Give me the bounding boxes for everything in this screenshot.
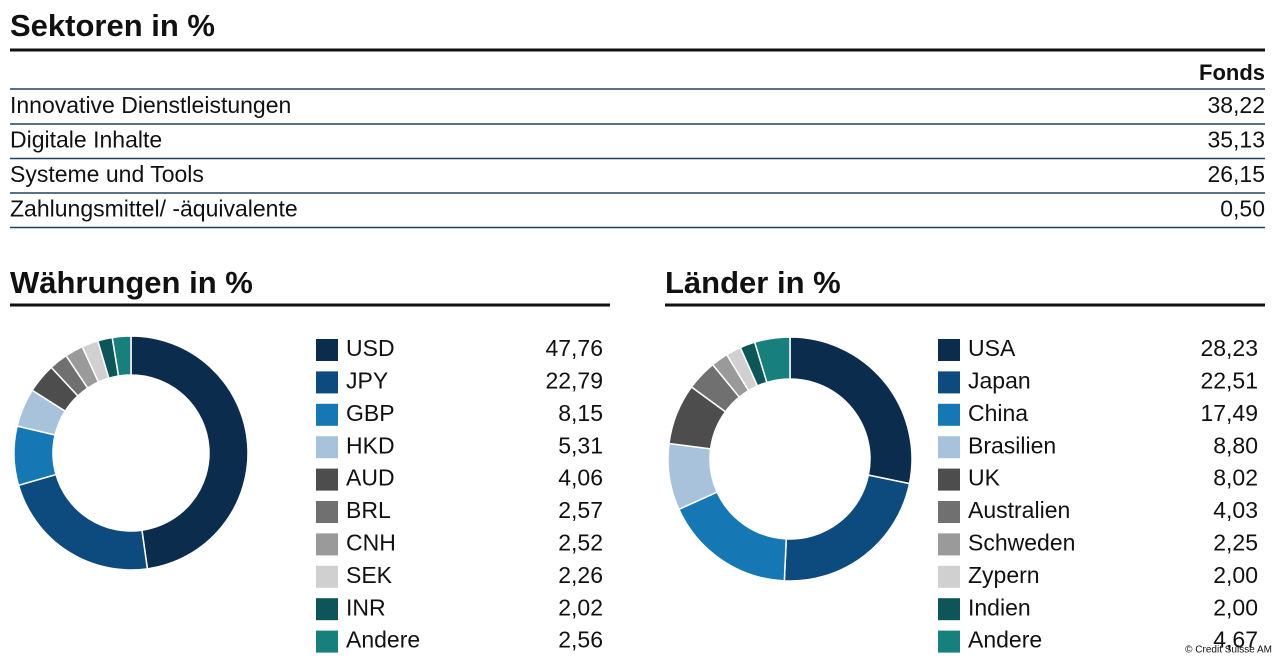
row-label: Systeme und Tools bbox=[10, 161, 204, 187]
row-value: 35,13 bbox=[1207, 127, 1265, 153]
legend-swatch bbox=[938, 630, 960, 653]
legend-value: 47,76 bbox=[545, 335, 603, 361]
legend-swatch bbox=[316, 468, 338, 491]
legend-label: USD bbox=[346, 335, 395, 361]
legend-label: SEK bbox=[346, 562, 393, 588]
row-label: Zahlungsmittel/ -äquivalente bbox=[10, 196, 298, 222]
row-label: Innovative Dienstleistungen bbox=[10, 92, 291, 118]
donut-slice bbox=[130, 335, 249, 570]
legend-swatch bbox=[316, 598, 338, 621]
legend-value: 2,00 bbox=[1213, 594, 1258, 620]
credit: © Credit Suisse AM bbox=[1185, 645, 1272, 656]
section-title: Länder in % bbox=[665, 265, 841, 300]
legend-value: 2,26 bbox=[558, 562, 603, 588]
legend-swatch bbox=[938, 436, 960, 459]
legend-swatch bbox=[316, 339, 338, 361]
legend-label: JPY bbox=[346, 367, 388, 393]
legend-label: Zypern bbox=[968, 562, 1040, 588]
row-value: 38,22 bbox=[1207, 92, 1265, 118]
legend-swatch bbox=[316, 403, 338, 426]
row-value: 0,50 bbox=[1220, 196, 1265, 222]
legend-label: UK bbox=[968, 465, 1001, 491]
row-value: 26,15 bbox=[1207, 161, 1265, 187]
legend-swatch bbox=[938, 468, 960, 491]
donut-slice bbox=[783, 474, 911, 582]
donut-slice bbox=[677, 491, 788, 582]
legend-swatch bbox=[316, 371, 338, 394]
legend-value: 8,80 bbox=[1213, 432, 1258, 458]
legend-swatch bbox=[316, 501, 338, 523]
legend-swatch bbox=[938, 339, 960, 361]
donut-slice bbox=[111, 335, 132, 377]
legend-label: AUD bbox=[346, 465, 395, 491]
legend-value: 2,00 bbox=[1213, 562, 1258, 588]
legend-swatch bbox=[316, 436, 338, 459]
legend-swatch bbox=[316, 565, 338, 588]
donut-slice bbox=[753, 336, 791, 384]
legend-value: 28,23 bbox=[1200, 335, 1258, 361]
donut-slice bbox=[17, 473, 149, 571]
legend-swatch bbox=[316, 630, 338, 653]
legend-value: 2,56 bbox=[558, 627, 603, 653]
legend-label: Brasilien bbox=[968, 432, 1056, 458]
legend-value: 4,03 bbox=[1213, 497, 1258, 523]
legend-value: 2,25 bbox=[1213, 529, 1258, 555]
legend-swatch bbox=[938, 565, 960, 588]
legend-label: Australien bbox=[968, 497, 1070, 523]
legend-value: 2,52 bbox=[558, 529, 603, 555]
legend-value: 2,57 bbox=[558, 497, 603, 523]
legend-label: Andere bbox=[968, 627, 1042, 653]
legend-label: HKD bbox=[346, 432, 395, 458]
donut-slice bbox=[789, 336, 913, 485]
legend-label: CNH bbox=[346, 529, 396, 555]
legend-value: 22,51 bbox=[1200, 367, 1258, 393]
legend-value: 4,67 bbox=[1213, 627, 1258, 653]
legend-swatch bbox=[938, 533, 960, 556]
legend-label: GBP bbox=[346, 400, 395, 426]
column-header: Fonds bbox=[1199, 60, 1265, 85]
legend-value: 8,15 bbox=[558, 400, 603, 426]
legend-value: 17,49 bbox=[1200, 400, 1258, 426]
legend-label: Indien bbox=[968, 594, 1031, 620]
section-title: Sektoren in % bbox=[10, 8, 215, 43]
legend-label: China bbox=[968, 400, 1028, 426]
legend-value: 4,06 bbox=[558, 465, 603, 491]
row-label: Digitale Inhalte bbox=[10, 127, 162, 153]
legend-label: Schweden bbox=[968, 529, 1075, 555]
legend-swatch bbox=[938, 371, 960, 394]
legend-swatch bbox=[938, 501, 960, 523]
legend-value: 2,02 bbox=[558, 594, 603, 620]
legend-swatch bbox=[316, 533, 338, 556]
legend-value: 5,31 bbox=[558, 432, 603, 458]
legend-label: Andere bbox=[346, 627, 420, 653]
legend-value: 8,02 bbox=[1213, 465, 1258, 491]
legend-swatch bbox=[938, 403, 960, 426]
legend-label: USA bbox=[968, 335, 1016, 361]
legend-value: 22,79 bbox=[545, 367, 603, 393]
legend-label: Japan bbox=[968, 367, 1031, 393]
legend-label: BRL bbox=[346, 497, 391, 523]
legend-swatch bbox=[938, 598, 960, 621]
section-title: Währungen in % bbox=[10, 265, 253, 300]
legend-label: INR bbox=[346, 594, 386, 620]
donut-slice bbox=[13, 425, 57, 487]
